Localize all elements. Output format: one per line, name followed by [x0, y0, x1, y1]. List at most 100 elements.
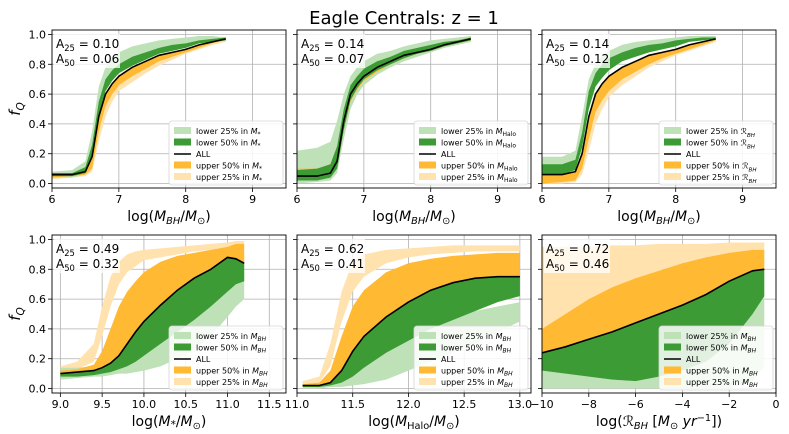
- x-tick-label: 12.5: [452, 398, 477, 411]
- stat-a50: A50​ = 0.07: [301, 52, 364, 68]
- legend-swatch-lower50: [174, 343, 191, 351]
- legend-label: upper 25% in M*​: [196, 173, 262, 184]
- x-tick-label: 9: [249, 193, 256, 206]
- series-all-line: [60, 256, 245, 375]
- x-tick-label: 6: [294, 193, 301, 206]
- legend-label: upper 50% in MBH​: [441, 367, 513, 378]
- legend-label: upper 25% in MBH​: [441, 378, 513, 389]
- legend-label: lower 25% in ℛBH​: [686, 127, 756, 139]
- legend-box: [168, 120, 284, 186]
- chart-panel-bottom-left: 9.0 9.5 10.0 10.5 11.0 11.5 0.0 0.2 0.4 0.6 0.8 1.0…: [6, 233, 287, 432]
- y-axis-label-main: f: [6, 108, 24, 116]
- plot-frame: [541, 234, 777, 394]
- plot-frame: [541, 29, 777, 189]
- legend-swatch-upper50: [664, 366, 681, 374]
- legend-swatch-upper25: [419, 378, 436, 385]
- legend-label: upper 25% in MBH​: [196, 378, 268, 389]
- legend-label: lower 50% in M*​: [196, 139, 260, 150]
- band-upper50: [52, 38, 226, 178]
- y-tick-label: 0.8: [29, 58, 47, 71]
- x-tick-label: −6: [627, 398, 643, 411]
- band-lower25: [60, 254, 245, 380]
- legend-swatch-upper50: [174, 161, 191, 169]
- legend-label: lower 50% in ℛBH​: [686, 139, 756, 151]
- x-tick-label: 7: [605, 193, 612, 206]
- legend-label: upper 50% in M*​: [196, 162, 262, 173]
- y-tick-label: 0.2: [29, 148, 47, 161]
- stat-a50: A50​ = 0.41: [301, 257, 364, 273]
- stat-a50: A50​ = 0.12: [546, 52, 609, 68]
- legend-label: ALL: [196, 355, 211, 364]
- y-axis-label-sub: Q: [15, 307, 27, 315]
- series-all-line: [297, 38, 471, 177]
- legend-swatch-lower25: [664, 332, 681, 339]
- legend-swatch-upper25: [174, 173, 191, 180]
- band-upper50: [302, 252, 520, 386]
- legend-label: lower 25% in MBH​: [686, 332, 757, 343]
- legend: lower 25% in M*​lower 50% in M*​ALL upper…: [168, 120, 284, 186]
- y-tick-label: 1.0: [29, 233, 47, 246]
- y-tick-label: 0.4: [29, 118, 47, 131]
- x-tick-label: 11.5: [340, 398, 365, 411]
- x-tick-label: 8: [672, 193, 679, 206]
- legend-label: lower 25% in MHalo​: [441, 127, 516, 138]
- x-tick-label: 9: [494, 193, 501, 206]
- legend-label: upper 50% in MBH​: [196, 367, 268, 378]
- band-upper25: [302, 245, 520, 385]
- legend: lower 25% in MBH​lower 50% in MBH​ALL upp…: [168, 325, 284, 391]
- legend-label: upper 50% in ℛBH​: [686, 162, 757, 174]
- x-tick-label: 12.0: [396, 398, 421, 411]
- x-axis-label: log(M*​/M⊙​): [132, 414, 207, 432]
- y-tick-label: 1.0: [29, 28, 47, 41]
- chart-panel-bottom-middle: 11.0 11.5 12.0 12.5 13.0 log(MHalo​/M⊙​) A25​ …: [285, 234, 532, 432]
- legend-label: upper 25% in MBH​: [686, 378, 758, 389]
- legend-swatch-upper25: [664, 378, 681, 385]
- x-tick-label: 7: [360, 193, 367, 206]
- legend-swatch-lower50: [419, 343, 436, 351]
- x-axis-label: log(MBH​/M⊙​): [617, 209, 701, 227]
- figure-title: Eagle Centrals: z = 1: [309, 8, 499, 29]
- x-tick-label: −4: [674, 398, 690, 411]
- stat-a25: A25​ = 0.49: [56, 242, 119, 258]
- x-axis-label: log(MBH​/M⊙​): [127, 209, 211, 227]
- legend-swatch-upper25: [174, 378, 191, 385]
- y-tick-label: 0.6: [29, 293, 47, 306]
- legend-box: [658, 120, 774, 186]
- legend-swatch-upper50: [174, 366, 191, 374]
- x-tick-label: 11.0: [285, 398, 310, 411]
- plot-frame: [51, 234, 287, 394]
- y-tick-label: 0.0: [29, 383, 47, 396]
- legend-label: lower 25% in MBH​: [196, 332, 267, 343]
- band-upper50: [542, 249, 765, 353]
- stat-a50: A50​ = 0.46: [546, 257, 609, 273]
- legend-swatch-lower25: [419, 332, 436, 339]
- y-axis-label-sub: Q: [15, 102, 27, 110]
- legend-box: [168, 325, 284, 391]
- legend-label: ALL: [441, 355, 456, 364]
- stat-a25: A25​ = 0.72: [546, 242, 609, 258]
- legend-label: lower 25% in M*​: [196, 127, 260, 138]
- plot-frame: [296, 234, 532, 394]
- x-tick-label: 9.0: [52, 398, 70, 411]
- legend-swatch-lower50: [664, 138, 681, 146]
- legend-box: [413, 120, 529, 186]
- legend-label: ALL: [441, 150, 456, 159]
- x-tick-label: 10.0: [132, 398, 157, 411]
- legend: lower 25% in MBH​lower 50% in MBH​ALL upp…: [658, 325, 774, 391]
- legend-swatch-lower50: [664, 343, 681, 351]
- band-lower50: [302, 276, 520, 387]
- x-axis-label: log(MBH​/M⊙​): [372, 209, 456, 227]
- stat-a25: A25​ = 0.62: [301, 242, 364, 258]
- legend-label: upper 25% in MHalo​: [441, 173, 518, 184]
- y-tick-label: 0.2: [29, 353, 47, 366]
- x-tick-label: 11.0: [215, 398, 240, 411]
- band-upper50: [542, 38, 716, 184]
- legend-swatch-upper50: [419, 161, 436, 169]
- chart-panel-bottom-right: −10 −8 −6 −4 −2 0 log(ℛBH​ [M⊙​ yr−1​]) A25​ = …: [530, 234, 780, 432]
- y-axis-label-main: f: [6, 313, 24, 321]
- legend-swatch-upper50: [664, 161, 681, 169]
- legend-swatch-lower25: [419, 127, 436, 134]
- legend-swatch-upper50: [419, 366, 436, 374]
- series-all-line: [52, 38, 226, 176]
